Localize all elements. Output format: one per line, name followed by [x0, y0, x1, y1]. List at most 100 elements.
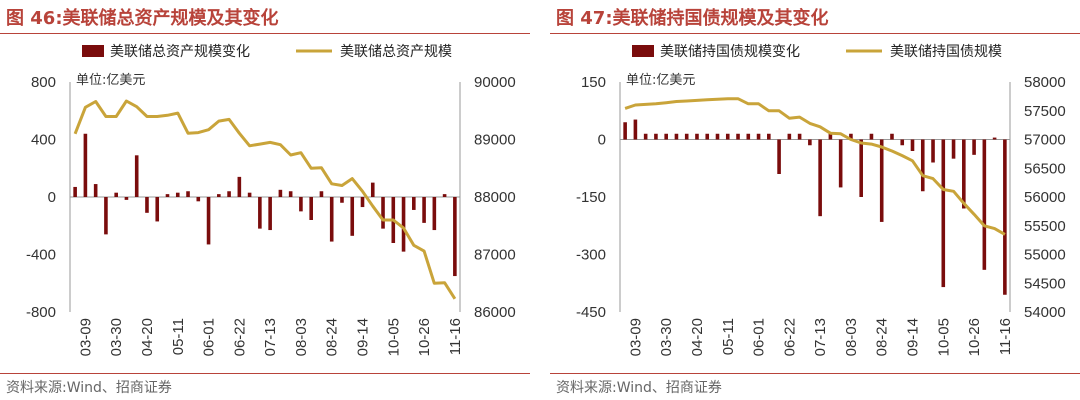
- fig47-bar: [849, 133, 853, 140]
- fig47-bar: [818, 139, 822, 217]
- fig47-bar: [808, 139, 812, 146]
- figure-46-source: 资料来源:Wind、招商证券: [6, 380, 172, 396]
- fig47-bar: [767, 133, 771, 140]
- fig46-x-tick: 05-11: [170, 318, 187, 355]
- fig46-bar: [268, 197, 272, 231]
- fig46-bar: [360, 197, 365, 208]
- fig46-bar: [196, 197, 201, 202]
- fig46-x-tick: 08-24: [324, 318, 341, 356]
- fig46-x-tick: 10-26: [416, 318, 433, 356]
- fig47-y-right-tick: 56000: [1024, 189, 1066, 206]
- fig47-unit-label: 单位:亿美元: [626, 73, 695, 88]
- fig46-bar: [370, 182, 375, 197]
- fig47-bar: [643, 133, 648, 140]
- figure-47-source: 资料来源:Wind、招商证券: [556, 380, 722, 396]
- fig47-y-right-tick: 54500: [1024, 275, 1066, 292]
- fig47-bar: [674, 133, 679, 140]
- fig47-x-tick: 08-24: [874, 318, 891, 356]
- fig47-bar: [920, 139, 925, 192]
- fig47-x-tick: 05-11: [720, 318, 737, 355]
- fig47-legend: 美联储持国债规模变化 美联储持国债规模: [632, 44, 1002, 60]
- fig46-y-left-tick: -800: [26, 304, 56, 321]
- fig47-legend-line-label: 美联储持国债规模: [890, 44, 1002, 60]
- fig46-bar: [401, 197, 406, 252]
- fig46-bar: [442, 194, 447, 197]
- fig46-bar: [186, 191, 190, 197]
- fig47-x-tick: 04-20: [689, 318, 706, 356]
- fig46-bar: [288, 191, 293, 197]
- fig46-x-tick: 03-09: [77, 318, 94, 356]
- fig47-bar: [910, 139, 915, 151]
- fig47-bar: [828, 133, 833, 140]
- figure-47-chart: 美联储持国债规模变化 美联储持国债规模 单位:亿美元 -450 -300 -150 0 150…: [550, 36, 1080, 370]
- fig47-x-tick: 07-13: [812, 318, 829, 356]
- figure-46-source-rule: [0, 373, 530, 374]
- fig47-bar: [951, 139, 956, 159]
- fig47-bar: [695, 133, 699, 140]
- fig46-bar: [247, 192, 252, 197]
- fig47-bar: [736, 133, 740, 140]
- fig46-bar: [73, 186, 77, 197]
- fig47-x-tick: 10-05: [935, 318, 952, 356]
- fig46-bar: [422, 197, 426, 223]
- fig46-bar: [432, 197, 437, 231]
- fig46-legend-line-label: 美联储总资产规模: [340, 44, 452, 60]
- fig46-bar: [453, 197, 457, 277]
- figure-47-panel: 图 47:美联储持国债规模及其变化 美联储持国债规模变化 美联储持国债规模 单位:亿…: [550, 0, 1080, 400]
- fig47-x-tick: 08-03: [843, 318, 860, 356]
- fig47-bar: [941, 139, 946, 288]
- fig46-bar: [165, 194, 170, 197]
- fig46-legend: 美联储总资产规模变化 美联储总资产规模: [82, 44, 452, 60]
- fig46-legend-bar-label: 美联储总资产规模变化: [110, 44, 250, 60]
- fig47-x-tick: 06-22: [781, 318, 798, 356]
- fig47-bar: [725, 133, 730, 140]
- fig46-y-right-tick: 86000: [474, 304, 516, 321]
- fig47-bar: [797, 133, 802, 140]
- fig46-bar: [227, 191, 231, 197]
- fig47-bar: [879, 139, 884, 222]
- fig47-x-tick: 03-09: [627, 318, 644, 356]
- fig47-bar: [900, 139, 905, 146]
- fig47-y-left-tick: 0: [598, 132, 606, 149]
- fig47-y-left-tick: -150: [576, 189, 606, 206]
- fig46-x-tick: 10-05: [385, 318, 402, 356]
- fig47-bar: [890, 133, 894, 140]
- fig47-bar: [931, 139, 935, 163]
- fig47-bar: [756, 133, 761, 140]
- fig47-y-left-tick: -450: [576, 304, 606, 321]
- fig46-bar: [350, 197, 355, 236]
- fig47-bar: [1003, 139, 1007, 295]
- fig47-x-tick: 11-16: [997, 318, 1014, 355]
- fig47-bar: [623, 122, 627, 140]
- fig46-bar: [237, 176, 242, 197]
- figure-46-title: 图 46:美联储总资产规模及其变化: [6, 8, 279, 29]
- fig47-y-left-tick: -300: [576, 247, 606, 264]
- fig47-bar: [787, 133, 792, 140]
- figure-47-title-rule: [550, 33, 1080, 34]
- fig46-bar: [319, 191, 324, 197]
- figure-47-source-rule: [550, 373, 1080, 374]
- fig46-x-tick: 07-13: [262, 318, 279, 356]
- fig47-x-tick: 10-26: [966, 318, 983, 356]
- fig46-y-left-tick: -400: [26, 247, 56, 264]
- fig47-x-tick: 06-01: [751, 318, 768, 356]
- fig47-bar: [664, 133, 668, 140]
- fig46-bar: [93, 184, 98, 197]
- fig47-bar: [705, 133, 710, 140]
- fig47-bar: [869, 133, 874, 140]
- fig46-y-left-tick: 800: [31, 74, 56, 91]
- fig47-legend-bar-swatch: [632, 45, 654, 57]
- figure-46-title-rule: [0, 33, 530, 34]
- fig47-bar: [838, 139, 843, 188]
- fig46-bar: [412, 197, 416, 210]
- fig46-bar: [155, 197, 160, 222]
- fig46-x-tick: 06-01: [201, 318, 218, 356]
- fig47-y-right-tick: 55500: [1024, 218, 1066, 235]
- fig46-bar: [299, 197, 303, 212]
- fig46-bar: [175, 192, 180, 197]
- fig47-legend-bar-label: 美联储持国债规模变化: [660, 44, 800, 60]
- fig46-bar: [104, 197, 108, 235]
- fig46-bar: [134, 155, 139, 197]
- fig46-y-right-tick: 87000: [474, 247, 516, 264]
